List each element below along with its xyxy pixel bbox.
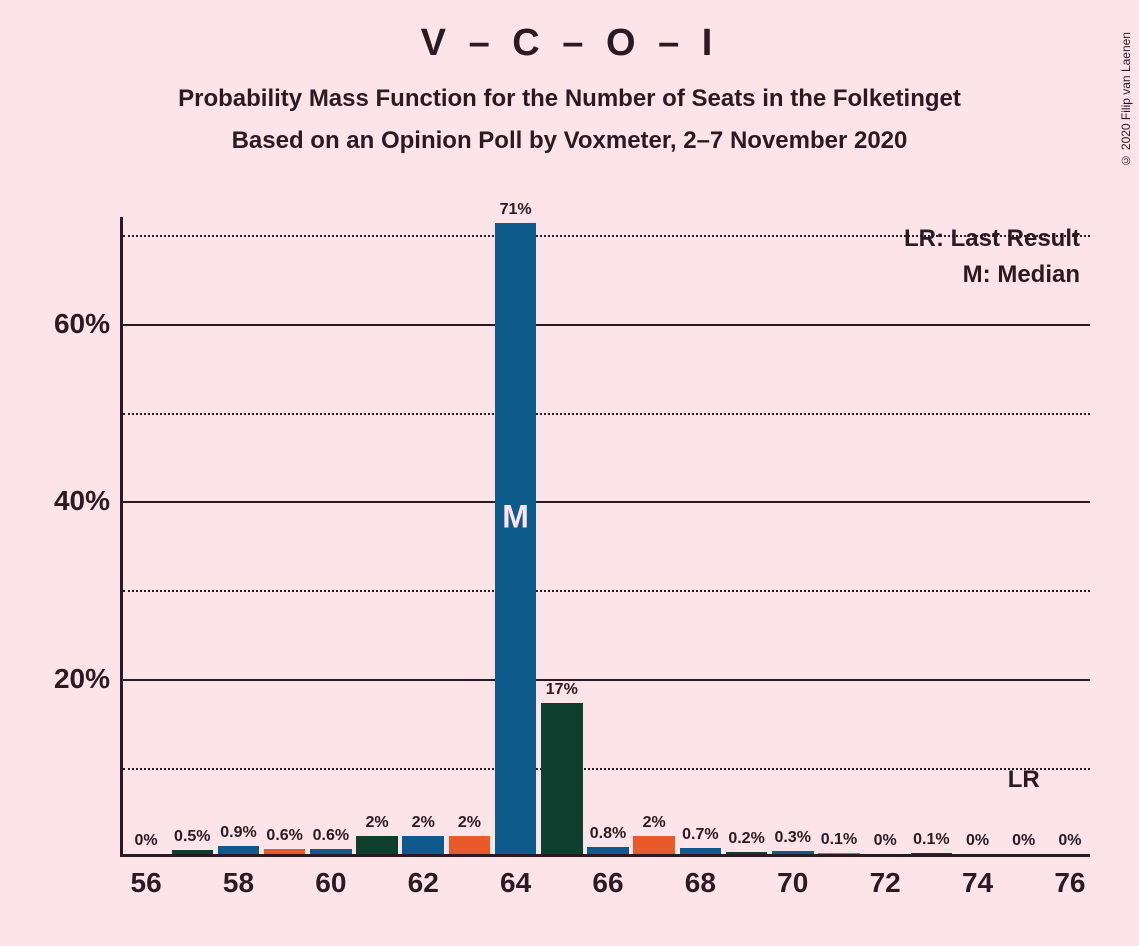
bar-seat-58: [218, 846, 260, 854]
bar-label-seat-66: 0.8%: [590, 825, 626, 843]
bar-seat-66: [587, 847, 629, 854]
bar-label-seat-57: 0.5%: [174, 828, 210, 846]
bar-seat-57: [172, 850, 214, 854]
legend-last-result: LR: Last Result: [904, 225, 1080, 253]
y-axis-label: 40%: [54, 485, 110, 517]
gridline-minor: [123, 768, 1090, 770]
x-axis-label: 70: [777, 867, 808, 899]
bar-label-seat-60: 0.6%: [313, 827, 349, 845]
x-axis-label: 62: [408, 867, 439, 899]
bar-seat-61: [356, 836, 398, 854]
bar-label-seat-75: 0%: [1012, 832, 1035, 850]
chart-subtitle-1: Probability Mass Function for the Number…: [0, 85, 1139, 113]
bar-label-seat-74: 0%: [966, 832, 989, 850]
bar-seat-69: [726, 852, 768, 854]
bar-label-seat-76: 0%: [1058, 832, 1081, 850]
gridline-major: [123, 501, 1090, 503]
bar-label-seat-65: 17%: [546, 681, 578, 699]
bar-label-seat-67: 2%: [643, 814, 666, 832]
bar-seat-59: [264, 849, 306, 854]
chart-subtitle-2: Based on an Opinion Poll by Voxmeter, 2–…: [0, 127, 1139, 155]
y-axis-label: 20%: [54, 663, 110, 695]
bar-label-seat-73: 0.1%: [913, 831, 949, 849]
copyright-text: © 2020 Filip van Laenen: [1119, 32, 1133, 167]
bar-label-seat-63: 2%: [458, 814, 481, 832]
bar-seat-70: [772, 851, 814, 854]
bar-seat-63: [449, 836, 491, 854]
bar-label-seat-61: 2%: [365, 814, 388, 832]
bar-label-seat-62: 2%: [412, 814, 435, 832]
bar-label-seat-58: 0.9%: [220, 824, 256, 842]
bar-seat-73: [911, 853, 953, 854]
x-axis-label: 64: [500, 867, 531, 899]
y-axis-label: 60%: [54, 308, 110, 340]
bar-seat-62: [402, 836, 444, 854]
bar-seat-71: [818, 853, 860, 854]
legend-median: M: Median: [963, 261, 1080, 289]
gridline-minor: [123, 235, 1090, 237]
bar-label-seat-59: 0.6%: [266, 827, 302, 845]
x-axis-label: 58: [223, 867, 254, 899]
lr-marker: LR: [1008, 766, 1040, 794]
x-axis-label: 74: [962, 867, 993, 899]
chart-title: V – C – O – I: [0, 22, 1139, 65]
gridline-major: [123, 324, 1090, 326]
median-marker: M: [502, 499, 529, 536]
gridline-major: [123, 679, 1090, 681]
bar-label-seat-56: 0%: [135, 832, 158, 850]
x-axis-label: 76: [1054, 867, 1085, 899]
bar-label-seat-72: 0%: [874, 832, 897, 850]
bar-seat-64: [495, 223, 537, 854]
bar-seat-65: [541, 703, 583, 854]
chart-area: LR: Last Result M: Median 20%40%60%0%0.5…: [120, 217, 1090, 857]
bar-seat-68: [680, 848, 722, 854]
bar-label-seat-68: 0.7%: [682, 826, 718, 844]
gridline-minor: [123, 413, 1090, 415]
plot-area: LR: Last Result M: Median 20%40%60%0%0.5…: [120, 217, 1090, 857]
bar-seat-67: [633, 836, 675, 854]
gridline-minor: [123, 590, 1090, 592]
bar-label-seat-70: 0.3%: [775, 829, 811, 847]
x-axis-label: 56: [131, 867, 162, 899]
bar-label-seat-71: 0.1%: [821, 831, 857, 849]
x-axis-label: 68: [685, 867, 716, 899]
bar-label-seat-64: 71%: [500, 201, 532, 219]
x-axis-label: 66: [592, 867, 623, 899]
bar-label-seat-69: 0.2%: [728, 830, 764, 848]
x-axis-label: 60: [315, 867, 346, 899]
bar-seat-60: [310, 849, 352, 854]
x-axis-label: 72: [870, 867, 901, 899]
